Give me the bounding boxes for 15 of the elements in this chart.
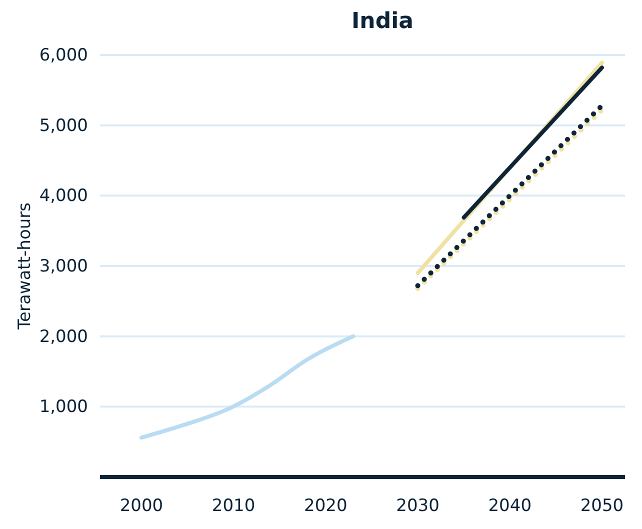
y-tick-label: 1,000: [39, 397, 88, 418]
y-tick-label: 5,000: [39, 116, 88, 136]
y-tick-label: 3,000: [39, 256, 88, 276]
x-tick-label: 2050: [580, 496, 624, 516]
x-tick-label: 2030: [396, 496, 440, 516]
chart-title: India: [352, 9, 414, 34]
x-tick-label: 2000: [120, 496, 164, 516]
x-tick-label: 2040: [488, 496, 532, 516]
y-tick-label: 4,000: [39, 186, 88, 206]
line-series: [139, 334, 356, 440]
x-tick-label: 2010: [212, 496, 256, 516]
y-tick-label: 2,000: [39, 326, 88, 347]
x-tick-label: 2020: [304, 496, 348, 516]
y-axis-title: Terawatt-hours: [15, 202, 35, 330]
y-tick-label: 6,000: [39, 45, 88, 66]
